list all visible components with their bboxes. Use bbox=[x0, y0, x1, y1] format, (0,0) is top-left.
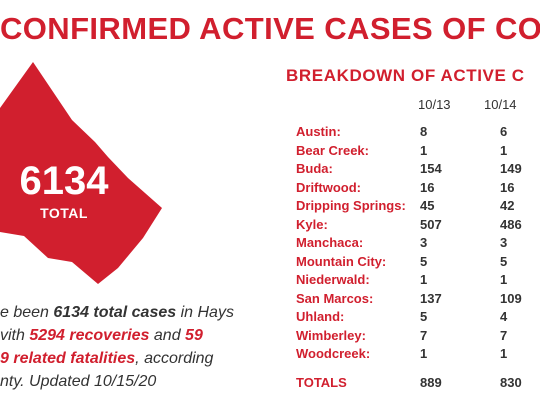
cases-10-13: 137 bbox=[420, 290, 442, 306]
table-row: Wimberley: 7 7 bbox=[296, 328, 540, 346]
community-name: Dripping Springs: bbox=[296, 198, 406, 213]
cases-10-13: 8 bbox=[420, 124, 428, 139]
cases-10-14: 16 bbox=[500, 179, 515, 195]
cases-10-13: 154 bbox=[420, 161, 442, 176]
cases-10-14: 6 bbox=[500, 124, 508, 139]
cases-10-13: 1 bbox=[420, 272, 428, 287]
community-name: Kyle: bbox=[296, 216, 328, 232]
table-row: Uhland: 5 4 bbox=[296, 309, 540, 327]
cases-10-14: 1 bbox=[500, 346, 508, 361]
community-name: Austin: bbox=[296, 124, 341, 139]
cases-10-13: 16 bbox=[420, 179, 435, 195]
cases-10-14: 486 bbox=[500, 216, 522, 232]
summary-fatalities-count: 59 bbox=[185, 327, 203, 344]
table-row: Driftwood: 16 16 bbox=[296, 180, 540, 198]
summary-line-1-post: in Hays bbox=[176, 304, 234, 321]
cases-10-14: 149 bbox=[500, 161, 522, 176]
cases-10-14: 42 bbox=[500, 198, 515, 213]
breakdown-heading: BREAKDOWN OF ACTIVE C bbox=[286, 66, 525, 85]
summary-line-1: e been 6134 total cases in Hays bbox=[0, 301, 270, 324]
community-name: Buda: bbox=[296, 161, 333, 176]
summary-recoveries: 5294 recoveries bbox=[29, 327, 150, 344]
table-row: Manchaca: 3 3 bbox=[296, 235, 540, 253]
community-name: Wimberley: bbox=[296, 327, 366, 343]
table-row: Woodcreek: 1 1 bbox=[296, 346, 540, 364]
community-name: San Marcos: bbox=[296, 290, 374, 306]
cases-10-14: 1 bbox=[500, 142, 508, 158]
summary-line-2-pre: vith bbox=[0, 327, 30, 344]
hays-county-map-shape bbox=[0, 62, 162, 284]
table-row: Austin: 8 6 bbox=[296, 124, 540, 142]
community-name: Uhland: bbox=[296, 309, 345, 324]
community-name: Niederwald: bbox=[296, 272, 370, 287]
cases-10-13: 507 bbox=[420, 216, 442, 232]
cases-10-14: 1 bbox=[500, 272, 508, 287]
cases-10-13: 3 bbox=[420, 235, 428, 250]
summary-fatalities: 9 related fatalities bbox=[0, 350, 136, 367]
summary-total-cases: 6134 total cases bbox=[53, 304, 177, 321]
community-name: Mountain City: bbox=[296, 253, 387, 269]
cases-10-14: 3 bbox=[500, 235, 508, 250]
table-row: San Marcos: 137 109 bbox=[296, 291, 540, 309]
totals-row: TOTALS 889 830 bbox=[296, 375, 540, 393]
community-name: Bear Creek: bbox=[296, 142, 369, 158]
table-row: Bear Creek: 1 1 bbox=[296, 143, 540, 161]
table-row: Mountain City: 5 5 bbox=[296, 254, 540, 272]
cases-10-13: 1 bbox=[420, 346, 428, 361]
column-header-10-14: 10/14 bbox=[484, 97, 517, 112]
table-row: Buda: 154 149 bbox=[296, 161, 540, 179]
cases-10-13: 5 bbox=[420, 253, 428, 269]
total-cases-number: 6134 bbox=[19, 159, 109, 203]
table-row: Niederwald: 1 1 bbox=[296, 272, 540, 290]
summary-line-4: nty. Updated 10/15/20 bbox=[0, 373, 157, 390]
cases-10-14: 109 bbox=[500, 290, 522, 306]
column-header-10-13: 10/13 bbox=[418, 97, 451, 112]
summary-line-3: 9 related fatalities, according bbox=[0, 347, 270, 370]
community-name: Manchaca: bbox=[296, 235, 364, 250]
cases-10-13: 5 bbox=[420, 309, 428, 324]
totals-10-13: 889 bbox=[420, 375, 442, 390]
summary-line-2-mid: and bbox=[149, 327, 186, 344]
cases-10-13: 45 bbox=[420, 198, 435, 213]
cases-10-14: 4 bbox=[500, 309, 508, 324]
summary-line-3-post: , according bbox=[135, 350, 214, 367]
community-name: Woodcreek: bbox=[296, 346, 371, 361]
summary-line-2: vith 5294 recoveries and 59 bbox=[0, 324, 270, 347]
summary-text: e been 6134 total cases in Hays vith 529… bbox=[0, 301, 270, 393]
page-title: CONFIRMED ACTIVE CASES OF COVID bbox=[0, 11, 540, 46]
community-name: Driftwood: bbox=[296, 179, 361, 195]
table-row: Dripping Springs: 45 42 bbox=[296, 198, 540, 216]
totals-label: TOTALS bbox=[296, 375, 347, 390]
cases-10-13: 7 bbox=[420, 327, 428, 343]
totals-10-14: 830 bbox=[500, 375, 522, 390]
total-cases-label: TOTAL bbox=[40, 205, 88, 221]
cases-10-14: 5 bbox=[500, 253, 508, 269]
cases-10-14: 7 bbox=[500, 327, 508, 343]
table-row: Kyle: 507 486 bbox=[296, 217, 540, 235]
summary-line-1-pre: e been bbox=[0, 304, 54, 321]
cases-10-13: 1 bbox=[420, 142, 428, 158]
